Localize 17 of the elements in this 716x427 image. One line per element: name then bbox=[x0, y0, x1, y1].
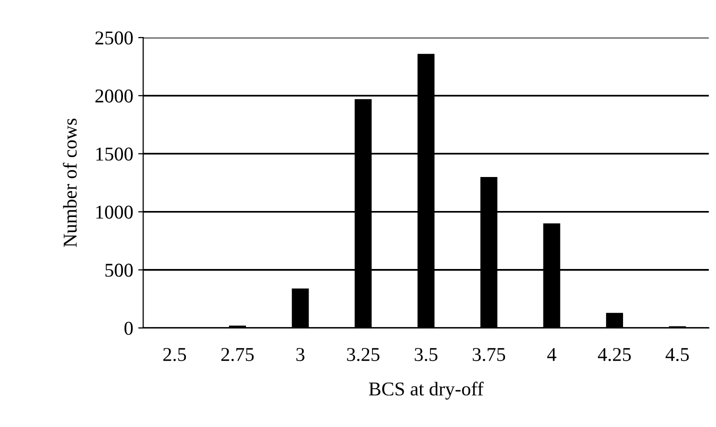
x-axis-title: BCS at dry-off bbox=[368, 382, 484, 400]
y-tick-label: 0 bbox=[124, 322, 133, 335]
y-tick-label: 1000 bbox=[96, 206, 133, 219]
x-tick-label: 3.5 bbox=[414, 348, 438, 362]
x-tick-label: 3 bbox=[296, 348, 304, 362]
y-axis-title: Number of cows bbox=[62, 118, 77, 247]
x-tick-label: 3.75 bbox=[472, 348, 506, 362]
x-tick-label: 2.5 bbox=[163, 348, 186, 362]
x-tick-label: 2.75 bbox=[221, 348, 254, 362]
x-tick-label: 4.5 bbox=[666, 348, 689, 362]
x-tick-label: 4 bbox=[547, 348, 556, 361]
y-tick-label: 500 bbox=[105, 264, 133, 277]
y-tick-label: 2000 bbox=[95, 89, 133, 103]
x-tick-label: 3.25 bbox=[347, 348, 380, 362]
y-tick-label: 2500 bbox=[95, 31, 133, 45]
x-tick-label: 4.25 bbox=[598, 348, 631, 362]
y-tick-label: 1500 bbox=[96, 148, 133, 161]
